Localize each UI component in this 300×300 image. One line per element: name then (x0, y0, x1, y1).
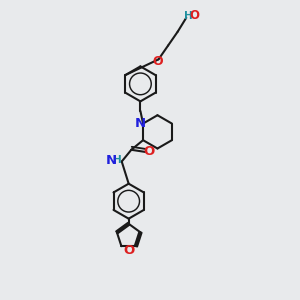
Text: H: H (184, 11, 193, 21)
Text: N: N (106, 154, 117, 167)
Text: O: O (189, 9, 200, 22)
Text: O: O (152, 55, 163, 68)
Text: N: N (134, 117, 146, 130)
Text: H: H (113, 155, 122, 166)
Text: O: O (144, 146, 155, 158)
Text: O: O (123, 244, 134, 256)
